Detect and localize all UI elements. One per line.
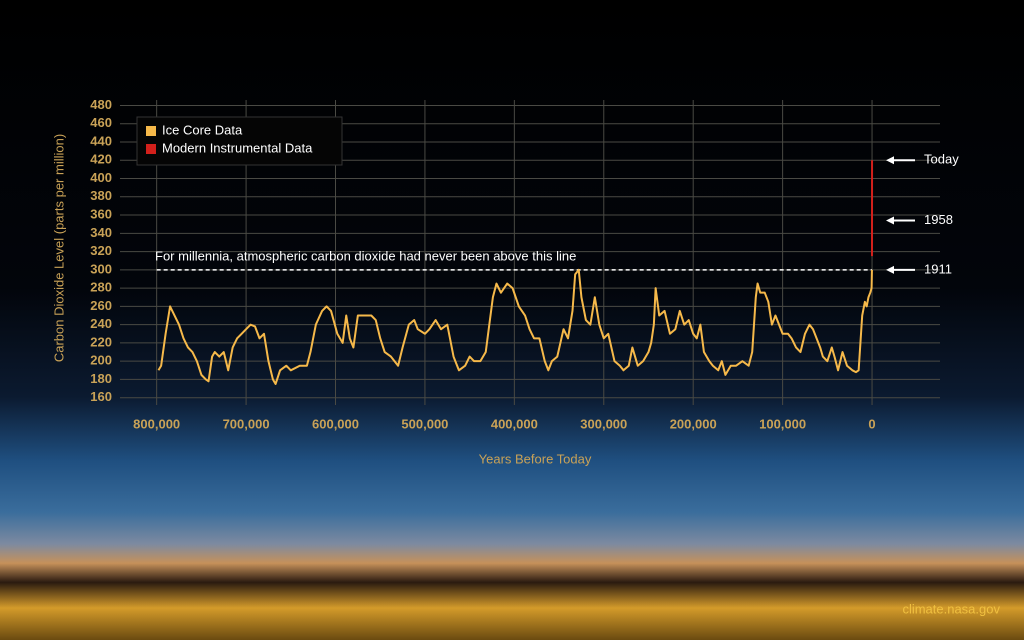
legend-swatch (146, 126, 156, 136)
source: climate.nasa.gov (902, 601, 1000, 616)
x-tick-label: 300,000 (580, 416, 627, 431)
x-tick-label: 400,000 (491, 416, 538, 431)
y-tick-label: 420 (90, 152, 112, 167)
x-tick-label: 800,000 (133, 416, 180, 431)
legend-swatch (146, 144, 156, 154)
y-tick-label: 200 (90, 353, 112, 368)
x-tick-label: 200,000 (670, 416, 717, 431)
y-tick-label: 460 (90, 115, 112, 130)
y-tick-label: 240 (90, 316, 112, 331)
y-tick-label: 380 (90, 188, 112, 203)
y-tick-label: 320 (90, 243, 112, 258)
annotation-label: 1911 (924, 261, 952, 276)
y-tick-label: 340 (90, 225, 112, 240)
y-tick-label: 300 (90, 261, 112, 276)
y-tick-label: 440 (90, 133, 112, 148)
y-tick-label: 220 (90, 334, 112, 349)
legend-label: Ice Core Data (162, 122, 243, 137)
x-tick-label: 700,000 (223, 416, 270, 431)
annotation-label: Today (924, 152, 959, 167)
y-tick-label: 280 (90, 280, 112, 295)
arrow-head (886, 156, 894, 165)
y-tick-label: 480 (90, 97, 112, 112)
arrow-head (886, 216, 894, 225)
y-tick-label: 180 (90, 371, 112, 386)
y-tick-label: 400 (90, 170, 112, 185)
y-tick-label: 360 (90, 206, 112, 221)
y-tick-label: 260 (90, 298, 112, 313)
arrow-head (886, 265, 894, 274)
legend-label: Modern Instrumental Data (162, 140, 313, 155)
y-tick-label: 160 (90, 389, 112, 404)
legend-box (136, 116, 343, 166)
x-tick-label: 100,000 (759, 416, 806, 431)
x-tick-label: 0 (868, 416, 875, 431)
x-tick-label: 500,000 (401, 416, 448, 431)
data-line (157, 268, 873, 385)
x-tick-label: 600,000 (312, 416, 359, 431)
y-axis-label: Carbon Dioxide Level (parts per million) (51, 134, 66, 362)
x-axis-label: Years Before Today (479, 451, 592, 466)
reference-label: For millennia, atmospheric carbon dioxid… (155, 248, 576, 263)
annotation-label: 1958 (924, 212, 953, 227)
